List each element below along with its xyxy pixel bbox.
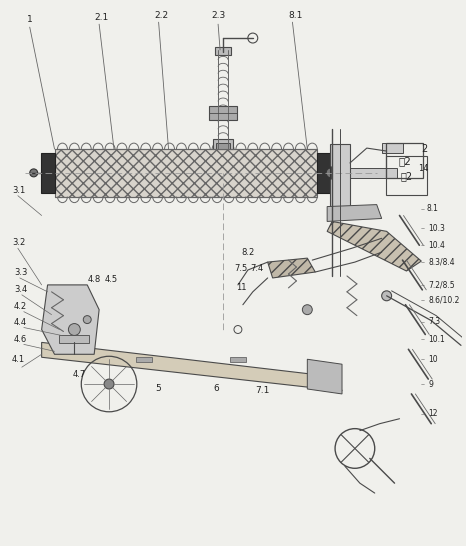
Text: 8.1: 8.1 [288,11,302,20]
Circle shape [302,305,312,314]
Text: 8.2: 8.2 [241,248,254,257]
Text: 10.3: 10.3 [428,224,445,233]
Text: 图2: 图2 [398,156,411,166]
Bar [60,335,89,343]
Text: 6: 6 [213,384,219,394]
Text: 7.5: 7.5 [234,264,247,272]
Text: 7.3: 7.3 [428,317,440,326]
Bar [209,106,237,120]
Polygon shape [55,149,317,197]
Text: 2: 2 [421,144,427,154]
Text: 8.3/8.4: 8.3/8.4 [428,258,455,266]
Circle shape [69,324,80,335]
Text: 4.2: 4.2 [14,302,27,311]
Text: 7.1: 7.1 [255,387,270,395]
Text: 2.3: 2.3 [211,11,225,20]
Text: 14: 14 [418,164,429,174]
Text: 3.1: 3.1 [12,186,25,195]
Text: 1: 1 [27,15,33,23]
Polygon shape [330,144,350,206]
Text: 8.1: 8.1 [426,204,438,213]
Text: 4.1: 4.1 [12,355,25,364]
Circle shape [30,169,38,177]
Text: 11: 11 [236,283,246,292]
Polygon shape [327,205,382,222]
Circle shape [382,291,391,301]
Text: 4.5: 4.5 [104,275,117,284]
Text: 5: 5 [156,384,162,394]
Bar [213,139,233,149]
Polygon shape [331,168,397,178]
Text: 2.1: 2.1 [94,13,108,22]
Text: 7.4: 7.4 [250,264,263,272]
Bar [136,357,151,362]
Text: 4.6: 4.6 [14,335,27,344]
Text: 4.4: 4.4 [14,318,27,327]
Polygon shape [317,153,331,193]
Polygon shape [41,342,342,391]
Text: 4.7: 4.7 [73,370,86,378]
Text: 3.4: 3.4 [14,286,27,294]
Text: 12: 12 [428,410,438,418]
Text: 10: 10 [428,355,438,364]
Bar [382,143,404,153]
Text: 2.2: 2.2 [155,11,169,20]
Polygon shape [41,153,55,193]
Bar [216,143,230,149]
Polygon shape [267,258,315,278]
Text: 3.3: 3.3 [14,268,27,276]
Text: 10.1: 10.1 [428,335,445,344]
Polygon shape [307,359,342,394]
Text: 7.2/8.5: 7.2/8.5 [428,281,455,289]
Text: 10.4: 10.4 [428,241,445,250]
Circle shape [83,316,91,324]
Text: 3.2: 3.2 [12,238,25,247]
Text: 8.6/10.2: 8.6/10.2 [428,295,459,304]
Text: 图2: 图2 [400,171,412,181]
Text: 4.8: 4.8 [88,275,101,284]
Circle shape [104,379,114,389]
Bar [230,357,246,362]
Polygon shape [327,222,421,271]
Polygon shape [41,285,99,354]
Circle shape [326,168,336,178]
Text: 9: 9 [428,379,433,389]
Bar [215,47,231,55]
